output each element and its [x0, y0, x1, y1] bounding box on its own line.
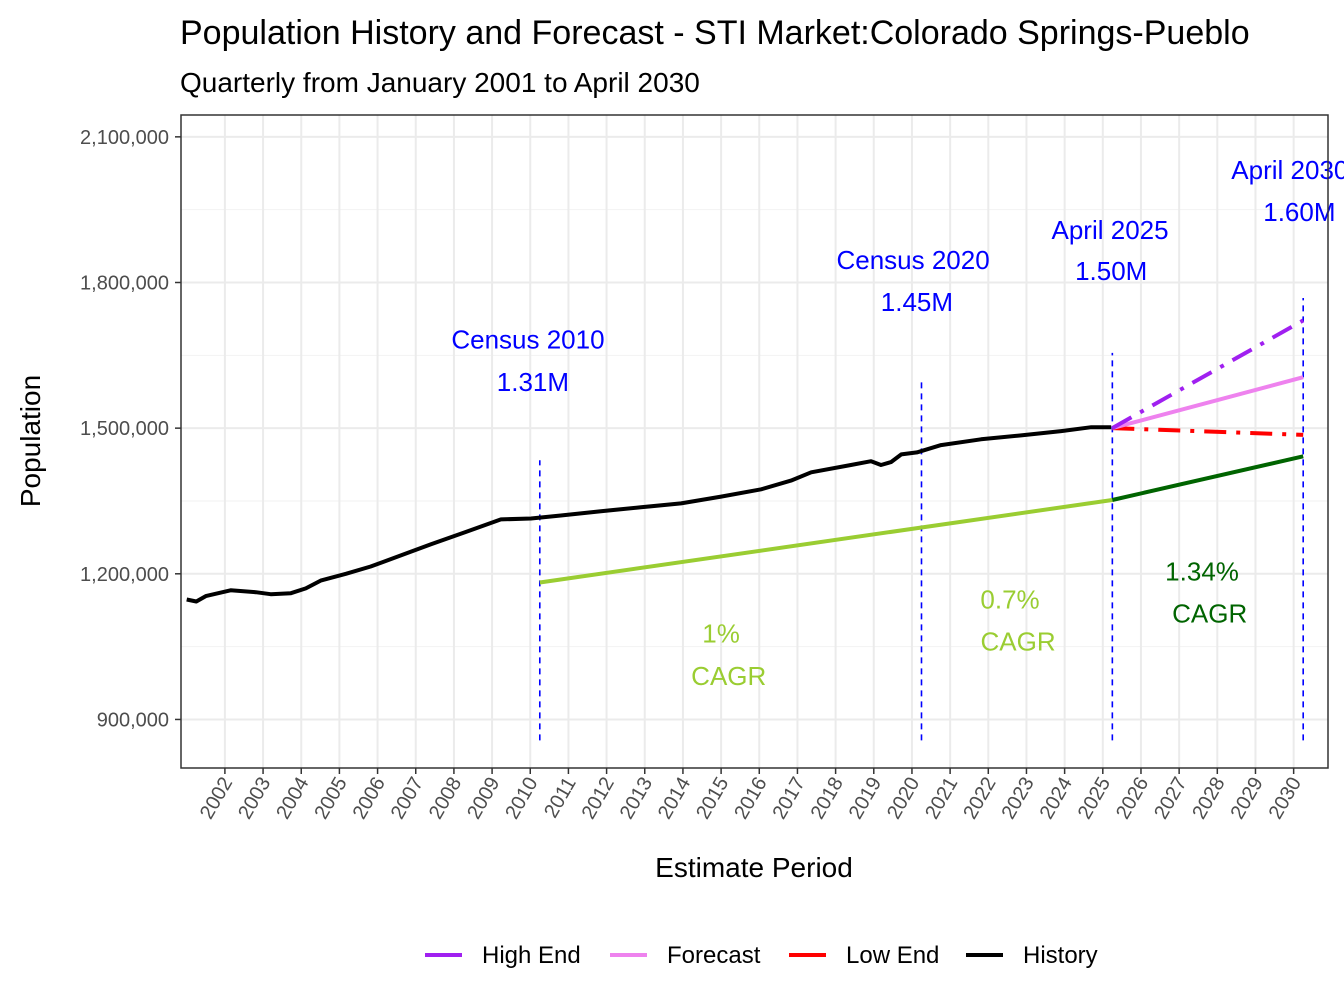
- annotation-label: 1.45M: [881, 287, 953, 317]
- x-tick-label: 2025: [1074, 774, 1115, 824]
- annotation-label: 1.34%: [1165, 556, 1239, 586]
- x-tick-label: 2021: [921, 774, 962, 824]
- chart-subtitle: Quarterly from January 2001 to April 203…: [180, 67, 700, 98]
- y-tick-label: 1,500,000: [80, 418, 169, 440]
- cagr-trend-line: [539, 498, 1113, 585]
- cagr-trend-line: [1111, 454, 1304, 502]
- x-tick-label: 2018: [807, 774, 848, 824]
- series-line-history: [186, 425, 1112, 604]
- x-tick-label: 2008: [425, 774, 466, 824]
- x-tick-label: 2005: [310, 774, 351, 824]
- x-tick-label: 2007: [387, 774, 428, 824]
- x-tick-label: 2009: [463, 774, 504, 824]
- y-axis-title: Population: [15, 375, 46, 507]
- legend-label: High End: [482, 942, 581, 969]
- x-tick-label: 2012: [578, 774, 619, 824]
- annotation-label: 1.31M: [497, 367, 569, 397]
- y-tick-label: 900,000: [97, 709, 169, 731]
- x-tick-label: 2016: [730, 774, 771, 824]
- plot-border: [180, 114, 1329, 769]
- legend-label: Low End: [846, 942, 939, 969]
- x-tick-label: 2015: [692, 774, 733, 824]
- x-tick-label: 2013: [616, 774, 657, 824]
- x-tick-label: 2010: [501, 774, 542, 824]
- x-tick-label: 2020: [883, 774, 924, 824]
- annotation-label: April 2030: [1231, 155, 1344, 185]
- annotation-label: 1.60M: [1263, 197, 1335, 227]
- x-tick-label: 2029: [1227, 774, 1268, 824]
- y-tick-label: 2,100,000: [80, 127, 169, 149]
- x-tick-label: 2027: [1150, 774, 1191, 824]
- x-tick-label: 2024: [1036, 774, 1077, 824]
- legend-label: History: [1023, 942, 1098, 969]
- y-tick-label: 1,200,000: [80, 564, 169, 586]
- x-axis: 2002200320042005200620072008200920102011…: [196, 768, 1306, 823]
- y-axis: 900,000 1,200,000 1,500,000 1,800,000 2,100,…: [80, 127, 181, 731]
- x-tick-label: 2004: [272, 774, 313, 824]
- annotation-label: CAGR: [1172, 599, 1247, 629]
- chart-title: Population History and Forecast - STI Ma…: [180, 14, 1250, 52]
- x-tick-label: 2011: [540, 774, 581, 822]
- series-line-low-end: [1112, 426, 1304, 437]
- annotation-label: April 2025: [1052, 215, 1169, 245]
- y-tick-label: 1,800,000: [80, 272, 169, 294]
- annotation-label: 0.7%: [980, 585, 1039, 615]
- annotation-label: Census 2010: [451, 324, 604, 354]
- x-tick-label: 2026: [1112, 774, 1153, 824]
- x-tick-label: 2023: [997, 774, 1038, 824]
- x-tick-label: 2014: [654, 774, 695, 824]
- annotation-label: CAGR: [691, 661, 766, 691]
- x-tick-label: 2002: [196, 774, 237, 824]
- x-tick-label: 2019: [845, 774, 886, 824]
- x-axis-title: Estimate Period: [655, 852, 853, 883]
- annotation-label: Census 2020: [836, 245, 989, 275]
- legend-label: Forecast: [667, 942, 761, 969]
- plot-area: Census 2010 1.31M Census 2020 1.45M April 20…: [186, 155, 1344, 741]
- series-line-forecast: [1111, 375, 1304, 431]
- series-line-high-end: [1111, 318, 1305, 430]
- x-tick-label: 2022: [959, 774, 1000, 824]
- x-tick-label: 2030: [1265, 774, 1306, 824]
- plot-background: [181, 115, 1328, 768]
- annotation-label: 1%: [702, 619, 740, 649]
- annotation-label: CAGR: [980, 626, 1055, 656]
- x-tick-label: 2003: [234, 774, 275, 824]
- grid: [181, 115, 1328, 768]
- x-tick-label: 2028: [1188, 774, 1229, 824]
- legend: High End Forecast Low End History: [425, 942, 1098, 969]
- x-tick-label: 2017: [768, 774, 809, 824]
- annotation-label: 1.50M: [1075, 256, 1147, 286]
- x-tick-label: 2006: [349, 774, 390, 824]
